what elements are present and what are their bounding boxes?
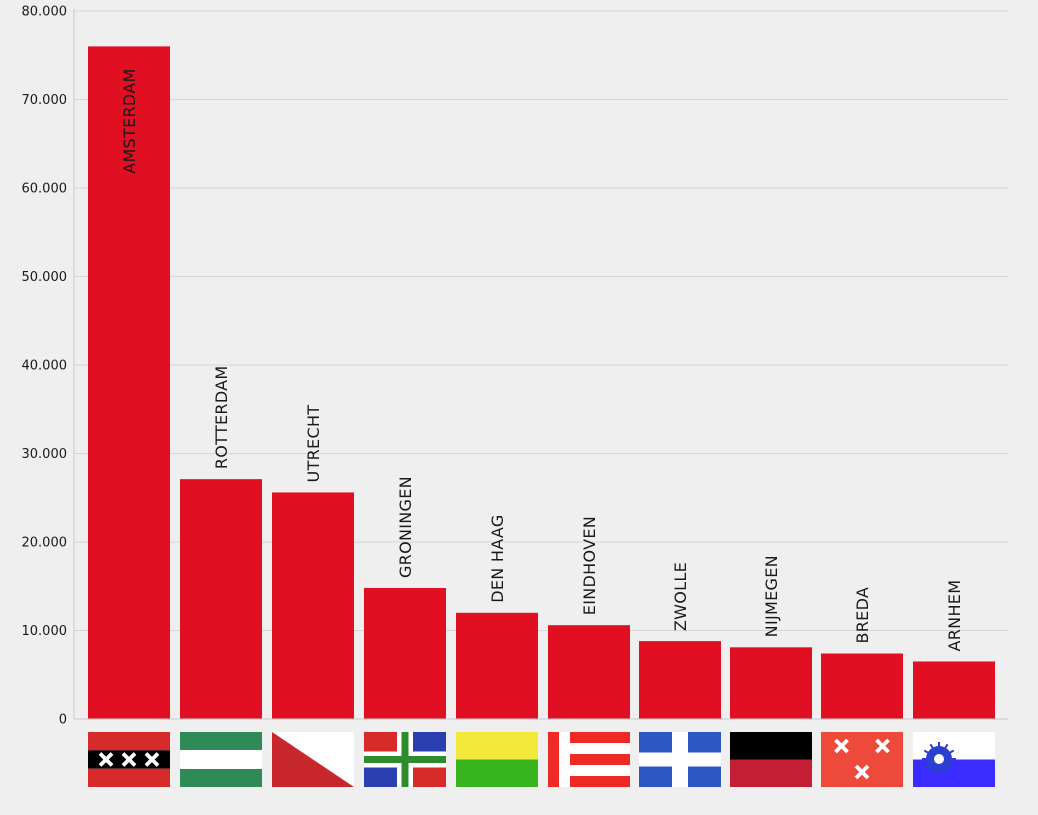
bar-label: GRONINGEN	[396, 476, 415, 578]
bar-label: AMSTERDAM	[120, 68, 139, 173]
bar-den-haag	[456, 612, 538, 719]
bar-zwolle	[639, 641, 721, 719]
y-tick-label: 10.000	[22, 624, 68, 639]
bar-utrecht	[272, 492, 354, 719]
bar-rotterdam	[180, 479, 262, 719]
rotterdam-flag-icon	[180, 732, 262, 787]
bars	[88, 46, 995, 719]
bar-label: ZWOLLE	[671, 562, 690, 631]
bar-label: UTRECHT	[304, 405, 323, 483]
bar-eindhoven	[548, 625, 630, 719]
den-haag-flag-icon	[456, 732, 538, 787]
bar-label: ROTTERDAM	[212, 365, 231, 469]
eindhoven-flag-icon	[548, 732, 630, 787]
bar-amsterdam	[88, 46, 170, 719]
bar-nijmegen	[730, 647, 812, 719]
y-tick-label: 0	[59, 713, 67, 728]
groningen-flag-icon	[364, 732, 446, 787]
y-tick-label: 70.000	[22, 93, 68, 108]
city-flags	[88, 732, 995, 787]
zwolle-flag-icon	[639, 732, 721, 787]
bar-label: EINDHOVEN	[580, 516, 599, 615]
bar-groningen	[364, 588, 446, 719]
bar-arnhem	[913, 661, 995, 719]
y-tick-label: 60.000	[22, 182, 68, 197]
y-tick-label: 20.000	[22, 536, 68, 551]
y-axis-tick-labels: 0 10.000 20.000 30.000 40.000 50.000 60.000 70.…	[22, 5, 68, 728]
bar-label: NIJMEGEN	[762, 555, 781, 637]
utrecht-flag-icon	[272, 732, 354, 787]
bar-breda	[821, 653, 903, 719]
arnhem-flag-icon	[913, 732, 995, 787]
amsterdam-flag-icon	[88, 732, 170, 787]
y-tick-label: 30.000	[22, 447, 68, 462]
bar-label: BREDA	[853, 587, 872, 644]
axes	[73, 9, 1008, 720]
bar-label: ARNHEM	[945, 580, 964, 652]
y-tick-label: 40.000	[22, 359, 68, 374]
nijmegen-flag-icon	[730, 732, 812, 787]
bar-label: DEN HAAG	[488, 514, 507, 602]
y-tick-label: 80.000	[22, 5, 68, 20]
y-tick-label: 50.000	[22, 270, 68, 285]
breda-flag-icon	[821, 732, 903, 787]
bar-city-labels: AMSTERDAM ROTTERDAM UTRECHT GRONINGEN DEN HA…	[120, 68, 964, 651]
